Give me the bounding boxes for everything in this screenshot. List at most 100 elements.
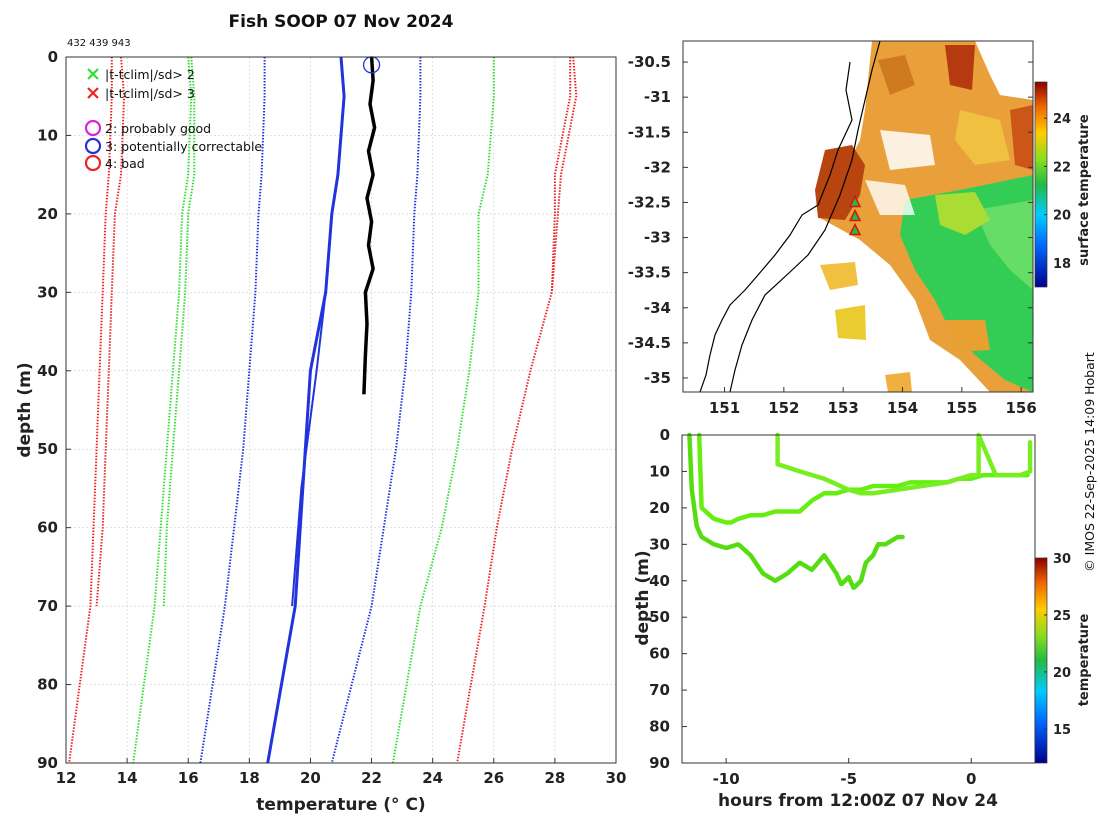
time-depth-colorbar-tick-label: 20	[1053, 666, 1071, 681]
eastern-hot-patch	[1010, 105, 1033, 170]
map-axes-frame	[682, 40, 1034, 393]
time-depth-colorbar-label: temperature	[1077, 614, 1092, 707]
cloud-gap-2	[865, 180, 915, 215]
legend-x-marker	[87, 87, 99, 99]
legend-circle-marker	[84, 154, 102, 172]
map-colorbar-tick-label: 22	[1053, 160, 1071, 175]
southern-warm-patch-1	[820, 262, 858, 290]
time-depth-y-tick-label: 30	[649, 535, 670, 553]
profile-ylabel: depth (m)	[15, 362, 35, 457]
time-depth-y-tick-label: 40	[649, 572, 670, 590]
sst-field	[699, 41, 1033, 392]
profile-y-tick-label: 10	[37, 126, 58, 144]
legend: |t-tclim|/sd> 2 |t-tclim|/sd> 3 2: probabl…	[84, 67, 262, 172]
shelf-contour	[729, 41, 881, 392]
legend-label: 4: bad	[105, 156, 145, 171]
southern-warm-patch-3	[945, 320, 990, 352]
map-colorbar	[1034, 81, 1048, 288]
map-colorbar-tick-label: 18	[1053, 257, 1071, 272]
map-colorbar-tick-label: 24	[1053, 112, 1071, 127]
time-depth-colorbar-tick-label: 15	[1053, 723, 1071, 738]
map-y-tick-label: -34.5	[628, 334, 671, 352]
map-colorbar-tick-label: 20	[1053, 209, 1071, 224]
legend-label: |t-tclim|/sd> 2	[105, 67, 195, 82]
time-depth-x-tick-label: 0	[966, 770, 976, 788]
legend-circle-marker	[84, 137, 102, 155]
time-depth-ylabel: depth (m)	[633, 550, 653, 645]
cool-core-region	[975, 200, 1033, 290]
legend-label: 3: potentially correctable	[105, 139, 262, 154]
profile-x-tick-label: 20	[300, 769, 321, 787]
profile-series-line	[362, 56, 377, 395]
credit-label: © IMOS 22-Sep-2025 14:09 Hobart	[1082, 352, 1097, 572]
time-depth-y-tick-label: 90	[649, 754, 670, 772]
legend-circle-marker	[84, 119, 102, 137]
profile-y-tick-label: 80	[37, 676, 58, 694]
time-depth-y-tick-label: 0	[660, 426, 670, 444]
time-depth-y-tick-label: 80	[649, 718, 670, 736]
profile-x-tick-label: 26	[483, 769, 504, 787]
time-depth-colorbar-tick-label: 30	[1053, 552, 1071, 567]
southern-warm-patch-4	[885, 372, 912, 392]
profile-series-line	[391, 57, 495, 764]
profile-axes-frame	[65, 56, 617, 764]
profile-series-line	[266, 56, 346, 764]
time-depth-y-tick-label: 60	[649, 645, 670, 663]
time-depth-track	[687, 432, 905, 591]
profile-x-tick-label: 24	[422, 769, 443, 787]
map-x-tick-label: 155	[946, 399, 977, 417]
profile-series-line	[456, 57, 572, 764]
map-y-tick-label: -33	[644, 229, 671, 247]
map-station-marker	[848, 194, 862, 208]
profile-y-tick-label: 20	[37, 205, 58, 223]
profile-y-tick-label: 50	[37, 440, 58, 458]
time-depth-x-tick-label: -10	[713, 770, 740, 788]
map-x-tick-label: 153	[828, 399, 859, 417]
time-depth-y-tick-label: 20	[649, 499, 670, 517]
profile-x-tick-label: 22	[361, 769, 382, 787]
time-depth-chart: -10 -5 0 0 10 20 30 40 50 60 70 80 90 hours from 12:…	[633, 426, 1092, 811]
map-y-tick-label: -32.5	[628, 193, 671, 211]
map-chart: 151 152 153 154 155 156 -30.5 -31 -31.5 -32 -32.5 -…	[628, 40, 1092, 417]
profile-series-line	[291, 292, 327, 607]
profile-chart: 12 14 16 18 20 22 24 26 28 300102030405060708090 …	[15, 48, 626, 815]
time-depth-y-tick-label: 70	[649, 681, 670, 699]
profile-series-line	[550, 56, 578, 293]
time-depth-track	[775, 432, 1033, 496]
profile-series-line	[199, 57, 266, 764]
profile-series-line	[68, 57, 113, 764]
figure-title: Fish SOOP 07 Nov 2024	[229, 12, 454, 32]
map-x-tick-label: 152	[768, 399, 799, 417]
map-x-tick-label: 154	[887, 399, 918, 417]
map-x-tick-label: 151	[709, 399, 740, 417]
time-depth-colorbar-tick-label: 25	[1053, 609, 1071, 624]
profile-x-tick-label: 16	[178, 769, 199, 787]
map-y-tick-label: -34	[644, 299, 671, 317]
profile-y-tick-label: 40	[37, 362, 58, 380]
legend-x-marker	[87, 68, 99, 80]
legend-label: 2: probably good	[105, 121, 211, 136]
map-x-tick-label: 156	[1005, 399, 1036, 417]
map-y-tick-label: -33.5	[628, 264, 671, 282]
cloud-gap-1	[880, 130, 935, 170]
northern-hot-patch	[945, 45, 975, 90]
profile-x-tick-label: 28	[544, 769, 565, 787]
profile-series-line	[330, 57, 422, 764]
profile-x-tick-label: 14	[117, 769, 138, 787]
profile-y-tick-label: 90	[37, 754, 58, 772]
time-depth-axes-frame	[681, 434, 1036, 764]
map-station-marker	[848, 222, 862, 236]
map-colorbar-label: surface temperature	[1077, 114, 1092, 266]
frontal-band	[955, 110, 1010, 165]
map-station-marker	[848, 208, 862, 222]
profile-y-tick-label: 60	[37, 519, 58, 537]
time-depth-x-tick-label: -5	[840, 770, 857, 788]
map-y-tick-label: -30.5	[628, 53, 671, 71]
profile-y-tick-label: 30	[37, 283, 58, 301]
profile-xlabel: temperature (° C)	[256, 795, 425, 815]
time-depth-colorbar	[1034, 557, 1048, 764]
profile-x-tick-label: 18	[239, 769, 260, 787]
id-label: 432 439 943	[67, 38, 131, 49]
time-depth-y-tick-label: 50	[649, 608, 670, 626]
